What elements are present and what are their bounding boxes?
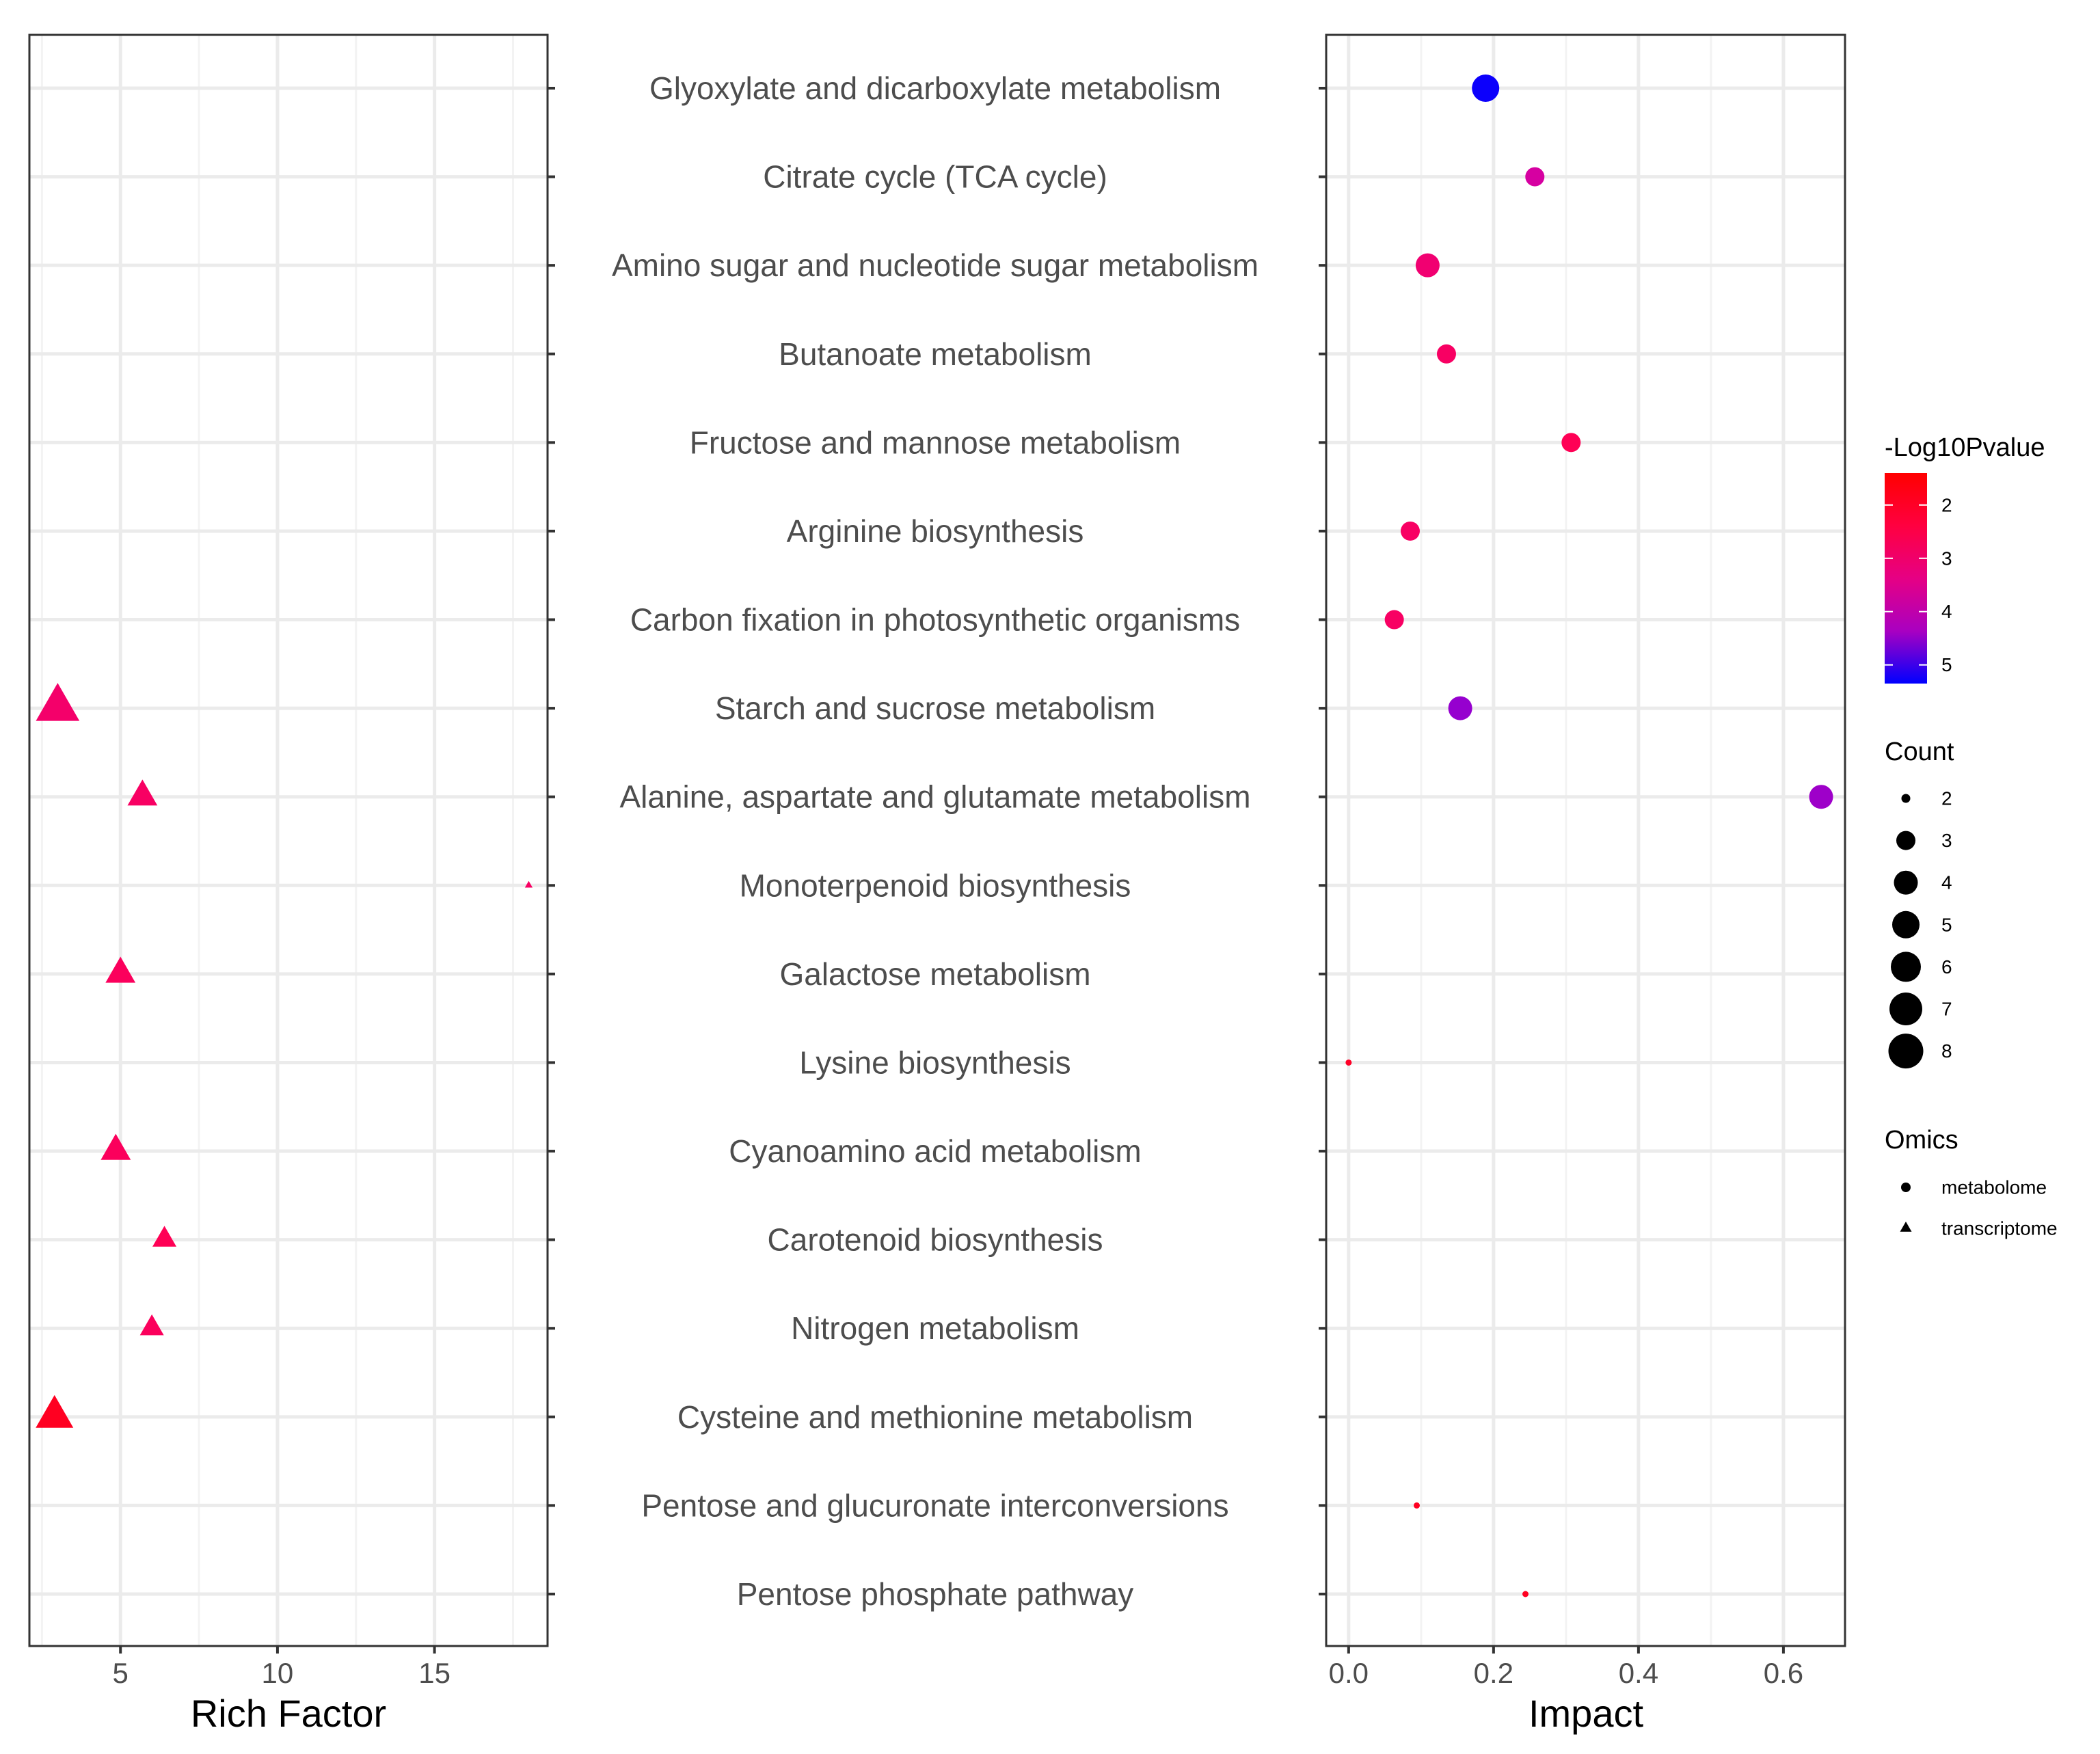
x-tick-label: 0.6 xyxy=(1764,1657,1803,1689)
data-point-triangle xyxy=(36,683,80,721)
x-tick-label: 10 xyxy=(262,1657,294,1689)
x-tick-label: 15 xyxy=(418,1657,450,1689)
count-legend-label: 3 xyxy=(1941,830,1952,851)
pathway-labels: Glyoxylate and dicarboxylate metabolism C… xyxy=(612,70,1258,1612)
count-legend-label: 6 xyxy=(1941,956,1952,977)
panel-background xyxy=(29,35,548,1646)
data-point-circle xyxy=(1472,75,1500,102)
x-tick-label: 0.2 xyxy=(1474,1657,1513,1689)
count-legend-label: 2 xyxy=(1941,788,1952,809)
pathway-label: Pentose and glucuronate interconversions xyxy=(641,1487,1228,1523)
count-legend-label: 8 xyxy=(1941,1040,1952,1062)
data-point-triangle xyxy=(36,1394,74,1428)
omics-legend-label: transcriptome xyxy=(1941,1218,2058,1239)
omics-legend-label: metabolome xyxy=(1941,1177,2047,1198)
pathway-label: Pentose phosphate pathway xyxy=(737,1576,1134,1612)
pathway-label: Cysteine and methionine metabolism xyxy=(677,1399,1193,1435)
omics-legend-title: Omics xyxy=(1885,1126,1958,1155)
data-point-circle xyxy=(1415,253,1440,278)
data-point-triangle xyxy=(127,779,158,806)
x-tick-label: 5 xyxy=(113,1657,129,1689)
data-point-circle xyxy=(1400,521,1420,541)
color-bar-label: 4 xyxy=(1941,601,1952,622)
color-bar-label: 3 xyxy=(1941,548,1952,569)
data-point-circle xyxy=(1522,1591,1529,1597)
data-point-triangle xyxy=(100,1133,131,1160)
x-axis-title-impact: Impact xyxy=(1529,1692,1643,1735)
data-point-circle xyxy=(1448,696,1472,720)
data-point-triangle xyxy=(139,1314,164,1336)
color-bar-label: 5 xyxy=(1941,654,1952,675)
pathway-label: Nitrogen metabolism xyxy=(791,1310,1079,1346)
omics-legend-triangle xyxy=(1900,1222,1912,1232)
count-legend-circle xyxy=(1891,952,1921,982)
data-point-circle xyxy=(1525,167,1545,187)
count-legend-circle xyxy=(1888,1034,1924,1069)
pathway-label: Butanoate metabolism xyxy=(779,336,1092,372)
count-legend-label: 7 xyxy=(1941,999,1952,1020)
data-point-circle xyxy=(1809,785,1833,809)
count-legend-title: Count xyxy=(1885,738,1954,766)
data-point-circle xyxy=(1345,1059,1352,1066)
color-bar-label: 2 xyxy=(1941,494,1952,515)
count-legend-circle xyxy=(1889,993,1922,1025)
data-point-circle xyxy=(1384,610,1404,630)
data-point-circle xyxy=(1561,433,1581,453)
pathway-label: Monoterpenoid biosynthesis xyxy=(740,867,1131,903)
panel-background xyxy=(1326,35,1845,1646)
legend: -Log10Pvalue Count Omics 2 3 4 5 2 3 4 5 6 7 8 meta… xyxy=(1885,433,2058,1239)
pathway-label: Carbon fixation in photosynthetic organi… xyxy=(630,602,1240,638)
x-axis-title-rich-factor: Rich Factor xyxy=(191,1692,386,1735)
count-legend-circle xyxy=(1896,831,1915,850)
omics-legend-circle xyxy=(1901,1183,1911,1192)
pathway-label: Galactose metabolism xyxy=(779,956,1090,992)
pathway-label: Amino sugar and nucleotide sugar metabol… xyxy=(612,247,1258,283)
count-legend-label: 5 xyxy=(1941,914,1952,935)
rich-factor-panel: 5 10 15 xyxy=(28,33,555,1689)
pathway-label: Lysine biosynthesis xyxy=(799,1044,1071,1080)
pathway-label: Glyoxylate and dicarboxylate metabolism xyxy=(649,70,1221,106)
color-bar xyxy=(1885,473,1927,684)
data-point-triangle xyxy=(152,1226,177,1247)
count-legend-circle xyxy=(1892,910,1920,939)
data-point-triangle xyxy=(524,880,533,888)
pathway-label: Fructose and mannose metabolism xyxy=(690,424,1181,460)
pathway-label: Starch and sucrose metabolism xyxy=(715,690,1155,726)
data-point-circle xyxy=(1414,1502,1421,1509)
panel-border xyxy=(1325,33,1846,1647)
pathway-label: Arginine biosynthesis xyxy=(787,513,1084,549)
pathway-label: Cyanoamino acid metabolism xyxy=(729,1133,1141,1169)
color-legend-title: -Log10Pvalue xyxy=(1885,433,2045,462)
count-legend-label: 4 xyxy=(1941,872,1952,893)
pathway-label: Citrate cycle (TCA cycle) xyxy=(763,159,1107,195)
panel-border xyxy=(28,33,549,1647)
impact-panel: 0.0 0.2 0.4 0.6 xyxy=(1319,33,1846,1689)
x-tick-label: 0.4 xyxy=(1619,1657,1658,1689)
data-point-triangle xyxy=(105,956,136,983)
count-legend-circle xyxy=(1901,794,1911,803)
count-legend-circle xyxy=(1894,870,1918,895)
x-tick-label: 0.0 xyxy=(1329,1657,1369,1689)
pathway-label: Carotenoid biosynthesis xyxy=(768,1222,1103,1258)
pathway-label: Alanine, aspartate and glutamate metabol… xyxy=(619,779,1250,815)
data-point-circle xyxy=(1436,344,1456,364)
